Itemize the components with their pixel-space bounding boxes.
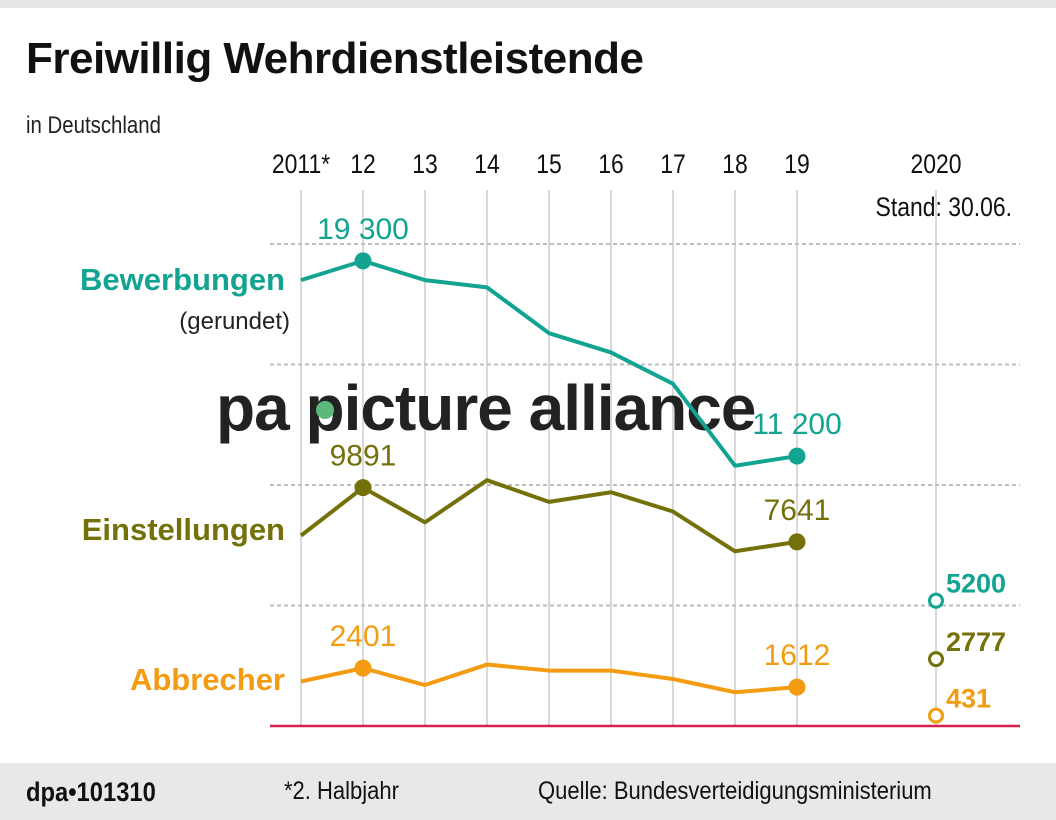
line-chart: 2011* 12 13 14 15 16 17 18 19 2020 Stand: 30.06. pa… bbox=[80, 149, 1020, 728]
data-label: 19 300 bbox=[317, 213, 409, 246]
x-tick-label: 19 bbox=[784, 149, 810, 179]
series-label: Bewerbungen bbox=[80, 262, 285, 297]
chart-title: Freiwillig Wehrdienstleistende bbox=[26, 34, 644, 83]
data-point bbox=[354, 252, 372, 270]
x-tick-label: 2011* bbox=[272, 149, 330, 179]
data-point bbox=[354, 479, 372, 497]
data-label: 7641 bbox=[764, 494, 831, 527]
data-label-2020: 431 bbox=[946, 684, 991, 714]
data-point bbox=[788, 533, 806, 551]
data-label: 9891 bbox=[330, 440, 397, 473]
watermark-dot bbox=[316, 401, 334, 419]
series-label-note: (gerundet) bbox=[179, 308, 290, 335]
chart-subtitle: in Deutschland bbox=[26, 112, 161, 139]
data-label: 1612 bbox=[764, 639, 831, 672]
agency-id: dpa•101310 bbox=[26, 777, 156, 807]
series-line-abbrecher bbox=[300, 662, 798, 695]
footnote: *2. Halbjahr bbox=[284, 777, 399, 805]
data-label: 11 200 bbox=[752, 408, 842, 441]
watermark-logo: pa picture alliance bbox=[216, 372, 755, 444]
data-label-2020: 5200 bbox=[946, 569, 1006, 599]
x-tick-label: 16 bbox=[598, 149, 624, 179]
data-point bbox=[788, 678, 806, 696]
data-point-2020 bbox=[928, 707, 944, 724]
series-line-bewerbungen bbox=[300, 258, 798, 468]
series-label: Einstellungen bbox=[82, 512, 285, 547]
x-tick-label: 15 bbox=[536, 149, 562, 179]
series-label: Abbrecher bbox=[130, 662, 285, 697]
source: Quelle: Bundesverteidigungsministerium bbox=[538, 777, 932, 805]
x-tick-label: 2020 bbox=[910, 149, 961, 179]
x-tick-label: 12 bbox=[350, 149, 376, 179]
footer: dpa•101310 *2. Halbjahr Quelle: Bundesve… bbox=[0, 763, 1056, 820]
x-tick-label: 14 bbox=[474, 149, 500, 179]
x-tick-label: 18 bbox=[722, 149, 748, 179]
series-line-einstellungen bbox=[299, 478, 798, 554]
data-point-2020 bbox=[928, 651, 944, 668]
data-label: 2401 bbox=[330, 620, 397, 653]
data-point bbox=[354, 659, 372, 677]
x-tick-label: 17 bbox=[660, 149, 686, 179]
x-tick-note: Stand: 30.06. bbox=[876, 192, 1012, 222]
data-point-2020 bbox=[928, 592, 944, 609]
data-label-2020: 2777 bbox=[946, 627, 1006, 657]
top-bar bbox=[0, 0, 1056, 8]
x-tick-label: 13 bbox=[412, 149, 438, 179]
data-point bbox=[788, 447, 806, 465]
